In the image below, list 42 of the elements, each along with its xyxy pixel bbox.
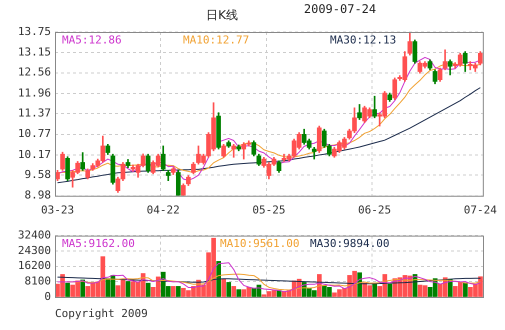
bar [176, 286, 181, 297]
text: Copyright 2009 [55, 306, 148, 320]
chart-subtitle: 2009-07-24 [304, 2, 376, 16]
text: MA10:9561.00 [220, 236, 300, 250]
y-tick-label: 11.96 [18, 86, 51, 100]
text: MA5:12.86 [62, 33, 122, 46]
bar [236, 289, 242, 297]
bar [221, 278, 226, 297]
y-tick-label: 10.77 [18, 127, 51, 140]
y-tick-label: 12.56 [18, 66, 51, 79]
x-tick-label: 04-22 [146, 203, 180, 216]
y-tick-label: 24300 [18, 244, 51, 257]
bar [126, 281, 130, 297]
y-tick-label: 32400 [18, 228, 51, 242]
bar [60, 274, 65, 297]
x-tick-label: 06-25 [358, 203, 392, 216]
bar [171, 286, 176, 297]
bar [463, 282, 468, 297]
bar [146, 282, 150, 297]
bar [226, 282, 232, 297]
chart-title: 日K线 [206, 8, 238, 22]
text: MA10:12.77 [183, 33, 250, 46]
bar [372, 282, 378, 297]
y-tick-label: 11.37 [18, 106, 51, 120]
text: MA30:9894.00 [310, 236, 390, 250]
x-tick-label: 05-25 [252, 203, 286, 216]
y-tick-label: 16200 [18, 259, 51, 272]
y-tick-label: 9.58 [24, 168, 51, 182]
x-tick-label: 07-24 [464, 203, 498, 216]
x-tick-label: 03-23 [40, 203, 74, 216]
y-tick-label: 13.75 [18, 24, 51, 38]
y-tick-label: 13.15 [18, 45, 51, 58]
bar [65, 282, 70, 297]
y-tick-label: 8100 [24, 274, 51, 288]
y-tick-label: 0 [44, 290, 51, 303]
text: MA30:12.13 [330, 33, 396, 46]
bar [388, 284, 392, 297]
bar [80, 280, 86, 297]
y-tick-label: 10.17 [18, 148, 51, 161]
text: MA5:9162.00 [62, 236, 135, 250]
bar [231, 286, 236, 297]
y-tick-label: 8.98 [24, 188, 51, 202]
